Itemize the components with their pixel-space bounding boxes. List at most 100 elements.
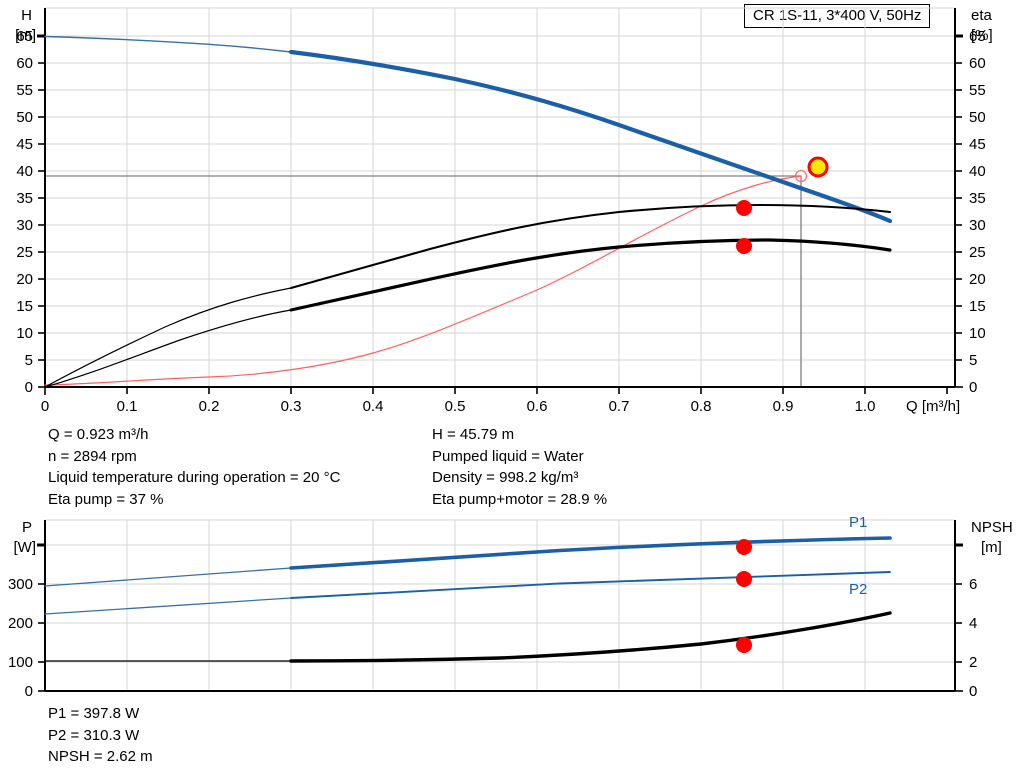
p1-curve: [289, 536, 892, 570]
lower-right-axis-label-2: [m]: [981, 539, 1002, 556]
upper-right-ticks: [955, 34, 963, 388]
svg-text:65: 65: [16, 28, 33, 45]
svg-text:30: 30: [969, 217, 986, 234]
svg-text:0.9: 0.9: [773, 398, 794, 415]
svg-text:1.0: 1.0: [855, 398, 876, 415]
svg-text:55: 55: [16, 82, 33, 99]
svg-text:35: 35: [16, 190, 33, 207]
upper-right-tick-labels: 0 5 10 15 20 25 30 35 40 45 50 55 60 65: [969, 28, 986, 396]
svg-text:60: 60: [16, 55, 33, 72]
npsh-curve: [289, 611, 892, 663]
duty-point-marker: [807, 156, 829, 178]
lower-right-axis-label-1: NPSH: [971, 519, 1013, 536]
svg-text:100: 100: [8, 654, 33, 671]
upper-left-tick-labels: 0 5 10 15 20 25 30 35 40 45 50 55 60 65: [16, 28, 33, 396]
info-speed: n = 2894 rpm: [48, 447, 137, 465]
eta-pump-motor-duty-marker: [736, 238, 752, 254]
info-p2: P2 = 310.3 W: [48, 726, 140, 744]
npsh-duty-marker: [736, 637, 752, 653]
upper-x-axis-label: Q [m³/h]: [906, 398, 960, 415]
lower-left-axis-label-1: P: [22, 519, 32, 536]
upper-left-axis-label-1: H: [21, 7, 32, 24]
p1-curve-thin: [44, 567, 292, 587]
p2-curve-thin: [44, 597, 292, 615]
eta-pump-motor-curve: [289, 238, 892, 312]
svg-text:2: 2: [969, 654, 977, 671]
upper-bottom-ticks: [44, 387, 948, 395]
svg-text:5: 5: [25, 352, 33, 369]
info-pumped-liquid: Pumped liquid = Water: [432, 447, 584, 465]
svg-text:20: 20: [16, 271, 33, 288]
head-curve: [288, 49, 893, 224]
upper-right-axis-label-2: [%]: [971, 27, 993, 44]
svg-text:0.3: 0.3: [281, 398, 302, 415]
eta-pump-curve-thin: [44, 287, 292, 388]
eta-pump-curve: [289, 203, 892, 290]
svg-text:35: 35: [969, 190, 986, 207]
eta-pump-motor-curve-thin: [44, 309, 292, 388]
p2-duty-marker: [736, 571, 752, 587]
upper-left-ticks: [37, 34, 45, 388]
info-density: Density = 998.2 kg/m³: [432, 469, 579, 486]
upper-right-axis-label-1: eta: [971, 7, 993, 24]
svg-text:0.1: 0.1: [117, 398, 138, 415]
svg-text:0: 0: [25, 683, 33, 700]
upper-left-axis-label-2: [m]: [15, 27, 36, 44]
info-flow: Q = 0.923 m³/h: [48, 426, 149, 443]
upper-info-column-1: Q = 0.923 m³/h n = 2894 rpm Liquid tempe…: [48, 424, 340, 510]
svg-text:15: 15: [969, 298, 986, 315]
head-curve-thin: [44, 35, 292, 53]
info-eta-pump-motor: Eta pump+motor = 28.9 %: [432, 490, 608, 508]
info-head: H = 45.79 m: [432, 426, 515, 443]
svg-text:0.6: 0.6: [527, 398, 548, 415]
svg-text:50: 50: [16, 109, 33, 126]
svg-text:300: 300: [8, 576, 33, 593]
lower-info-block: P1 = 397.8 W P2 = 310.3 W NPSH = 2.62 m: [48, 703, 153, 768]
svg-text:5: 5: [969, 352, 977, 369]
upper-info-column-2: H = 45.79 m Pumped liquid = Water Densit…: [432, 424, 607, 510]
head-eta-chart: H [m] eta [%] 0 5 10 15 20 25 30 35 40 4…: [15, 7, 993, 415]
info-p1: P1 = 397.8 W: [48, 705, 140, 722]
svg-text:0.5: 0.5: [445, 398, 466, 415]
system-curve-point-marker: [794, 169, 808, 183]
p1-curve-label: P1: [849, 514, 867, 531]
info-liquid-temperature: Liquid temperature during operation = 20…: [48, 469, 341, 486]
svg-text:0.7: 0.7: [609, 398, 630, 415]
svg-text:4: 4: [969, 615, 977, 632]
svg-text:25: 25: [16, 244, 33, 261]
info-eta-pump: Eta pump = 37 %: [48, 490, 164, 508]
duty-point-guides: [45, 175, 802, 387]
upper-grid: [45, 7, 955, 387]
svg-text:50: 50: [969, 109, 986, 126]
svg-text:0: 0: [25, 379, 33, 396]
lower-left-ticks: [37, 543, 45, 692]
svg-text:0.4: 0.4: [363, 398, 384, 415]
upper-markers: [736, 156, 829, 254]
lower-right-ticks: [955, 543, 963, 692]
svg-text:200: 200: [8, 615, 33, 632]
p2-curve-label: P2: [849, 581, 867, 598]
svg-text:30: 30: [16, 217, 33, 234]
svg-text:0: 0: [41, 398, 49, 415]
svg-text:45: 45: [16, 136, 33, 153]
upper-x-tick-labels: 0 0.1 0.2 0.3 0.4 0.5 0.6 0.7 0.8 0.9 1.…: [41, 398, 960, 415]
info-npsh: NPSH = 2.62 m: [48, 748, 153, 765]
p1-duty-marker: [736, 539, 752, 555]
svg-text:0: 0: [969, 683, 977, 700]
svg-text:40: 40: [16, 163, 33, 180]
lower-markers: [736, 539, 752, 653]
svg-text:65: 65: [969, 28, 986, 45]
eta-pump-duty-marker: [736, 200, 752, 216]
svg-text:20: 20: [969, 271, 986, 288]
lower-left-axis-label-2: [W]: [14, 539, 37, 556]
svg-text:60: 60: [969, 55, 986, 72]
svg-text:45: 45: [969, 136, 986, 153]
power-npsh-chart: P [W] NPSH [m] 0 100 200 300 0 2 4 6: [8, 514, 1013, 700]
lower-left-tick-labels: 0 100 200 300: [8, 576, 33, 700]
lower-right-tick-labels: 0 2 4 6: [969, 576, 977, 700]
svg-text:10: 10: [969, 325, 986, 342]
svg-text:0.8: 0.8: [691, 398, 712, 415]
svg-text:25: 25: [969, 244, 986, 261]
svg-text:55: 55: [969, 82, 986, 99]
